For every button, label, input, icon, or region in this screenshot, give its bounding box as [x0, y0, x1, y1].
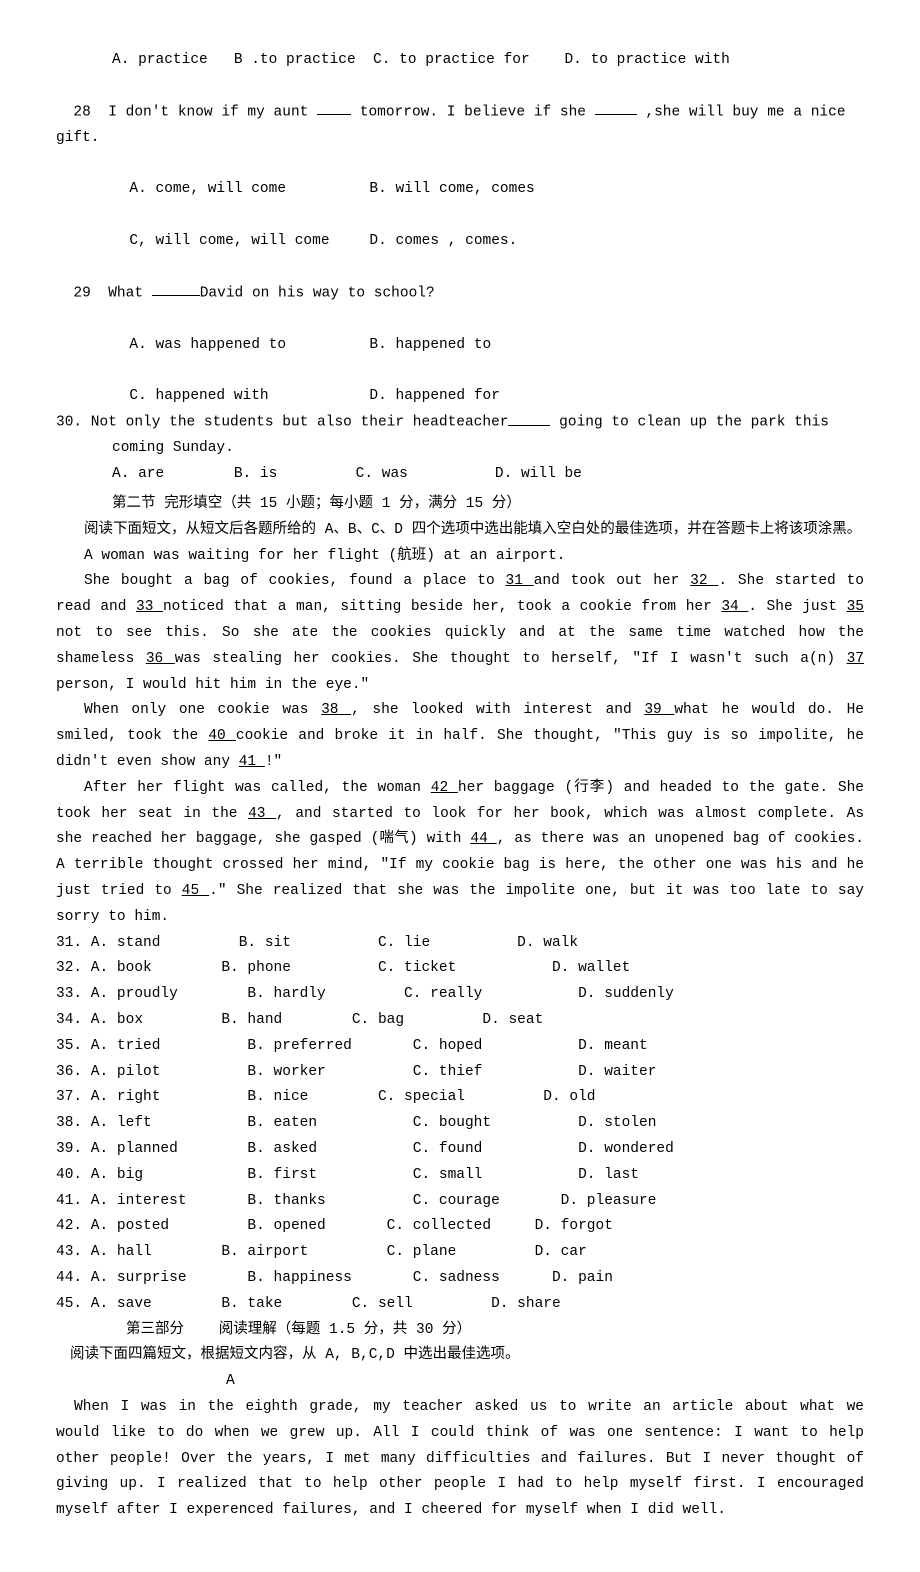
cloze-p4-t1: After her flight was called, the woman — [84, 780, 431, 796]
q29-optD: D. happened for — [369, 388, 500, 404]
cloze-opt-31: 31. A. stand B. sit C. lie D. walk — [56, 931, 864, 957]
cloze-p1: A woman was waiting for her flight (航班) … — [56, 544, 864, 570]
q29-options-row2: C. happened withD. happened for — [112, 359, 864, 411]
q30-stem-prefix: 30. Not only the students but also their… — [56, 415, 508, 431]
cloze-p2-t5: . She just — [748, 599, 846, 615]
cloze-opt-39: 39. A. planned B. asked C. found D. wond… — [56, 1137, 864, 1163]
cloze-opt-37: 37. A. right B. nice C. special D. old — [56, 1085, 864, 1111]
q28-options-row1: A. come, will comeB. will come, comes — [112, 152, 864, 204]
q28-stem-prefix: 28 I don't know if my aunt — [73, 104, 317, 120]
cloze-p3-t5: !" — [265, 754, 282, 770]
blank-43: 43 — [248, 806, 276, 822]
q29-optA: A. was happened to — [129, 333, 369, 359]
section2-instr: 阅读下面短文，从短文后各题所给的 A、B、C、D 四个选项中选出能填入空白处的最… — [56, 518, 864, 544]
section2-title: 第二节 完形填空（共 15 小题；每小题 1 分，满分 15 分） — [112, 492, 864, 518]
q29-stem-suffix: David on his way to school? — [200, 285, 435, 301]
q29-optB: B. happened to — [369, 337, 491, 353]
blank-34: 34 — [721, 599, 748, 615]
cloze-p2: She bought a bag of cookies, found a pla… — [56, 569, 864, 698]
q28-options-row2: C, will come, will comeD. comes , comes. — [112, 203, 864, 255]
q29-optC: C. happened with — [129, 384, 369, 410]
cloze-opt-33: 33. A. proudly B. hardly C. really D. su… — [56, 982, 864, 1008]
q29-options-row1: A. was happened toB. happened to — [112, 307, 864, 359]
blank-45: 45 — [182, 883, 209, 899]
q28-optC: C, will come, will come — [129, 229, 369, 255]
blank-35: 35 — [847, 599, 864, 615]
cloze-p2-t8: person, I would hit him in the eye." — [56, 677, 369, 693]
q30-stem: 30. Not only the students but also their… — [56, 410, 864, 436]
blank — [595, 100, 637, 116]
q29-stem: 29 What David on his way to school? — [56, 255, 864, 307]
q28-stem-suffix: ,she will buy me a nice — [637, 104, 846, 120]
cloze-p2-t7: was stealing her cookies. She thought to… — [175, 651, 847, 667]
cloze-p2-t2: and took out her — [534, 573, 690, 589]
cloze-opt-38: 38. A. left B. eaten C. bought D. stolen — [56, 1111, 864, 1137]
blank-36: 36 — [146, 651, 175, 667]
blank-31: 31 — [506, 573, 534, 589]
cloze-opt-40: 40. A. big B. first C. small D. last — [56, 1163, 864, 1189]
q27-options: A. practice B .to practice C. to practic… — [112, 48, 864, 74]
blank-40: 40 — [208, 728, 236, 744]
cloze-opt-34: 34. A. box B. hand C. bag D. seat — [56, 1008, 864, 1034]
q28-optB: B. will come, comes — [369, 181, 534, 197]
q28-stem: 28 I don't know if my aunt tomorrow. I b… — [56, 74, 864, 126]
blank — [317, 100, 351, 116]
cloze-opt-42: 42. A. posted B. opened C. collected D. … — [56, 1214, 864, 1240]
cloze-p3: When only one cookie was 38 , she looked… — [56, 698, 864, 775]
q29-stem-prefix: 29 What — [73, 285, 151, 301]
blank-32: 32 — [690, 573, 718, 589]
reading-a-p1: When I was in the eighth grade, my teach… — [56, 1395, 864, 1524]
cloze-opt-41: 41. A. interest B. thanks C. courage D. … — [56, 1189, 864, 1215]
cloze-opt-43: 43. A. hall B. airport C. plane D. car — [56, 1240, 864, 1266]
passage-a-label: A — [56, 1369, 864, 1395]
q30-stem-line2: coming Sunday. — [112, 436, 864, 462]
q30-options: A. are B. is C. was D. will be — [112, 462, 864, 488]
cloze-p2-t4: noticed that a man, sitting beside her, … — [163, 599, 721, 615]
cloze-p3-t1: When only one cookie was — [84, 702, 321, 718]
cloze-p4: After her flight was called, the woman 4… — [56, 776, 864, 931]
cloze-opt-35: 35. A. tried B. preferred C. hoped D. me… — [56, 1034, 864, 1060]
blank-33: 33 — [136, 599, 163, 615]
q28-optD: D. comes , comes. — [369, 233, 517, 249]
q28-stem-line2: gift. — [56, 126, 864, 152]
cloze-p3-t2: , she looked with interest and — [351, 702, 644, 718]
q28-optA: A. come, will come — [129, 177, 369, 203]
q28-stem-mid: tomorrow. I believe if she — [351, 104, 595, 120]
blank-39: 39 — [644, 702, 674, 718]
blank-38: 38 — [321, 702, 351, 718]
cloze-opt-32: 32. A. book B. phone C. ticket D. wallet — [56, 956, 864, 982]
blank — [152, 281, 200, 297]
section3-instr: 阅读下面四篇短文，根据短文内容，从 A, B,C,D 中选出最佳选项。 — [56, 1343, 864, 1369]
blank — [508, 410, 550, 426]
cloze-opt-45: 45. A. save B. take C. sell D. share — [56, 1292, 864, 1318]
blank-44: 44 — [470, 831, 496, 847]
cloze-opt-36: 36. A. pilot B. worker C. thief D. waite… — [56, 1060, 864, 1086]
blank-37: 37 — [847, 651, 864, 667]
blank-42: 42 — [431, 780, 458, 796]
cloze-p2-t1: She bought a bag of cookies, found a pla… — [84, 573, 506, 589]
cloze-opt-44: 44. A. surprise B. happiness C. sadness … — [56, 1266, 864, 1292]
section3-title: 第三部分 阅读理解（每题 1.5 分，共 30 分） — [56, 1318, 864, 1344]
q30-stem-suffix: going to clean up the park this — [550, 415, 828, 431]
blank-41: 41 — [239, 754, 265, 770]
